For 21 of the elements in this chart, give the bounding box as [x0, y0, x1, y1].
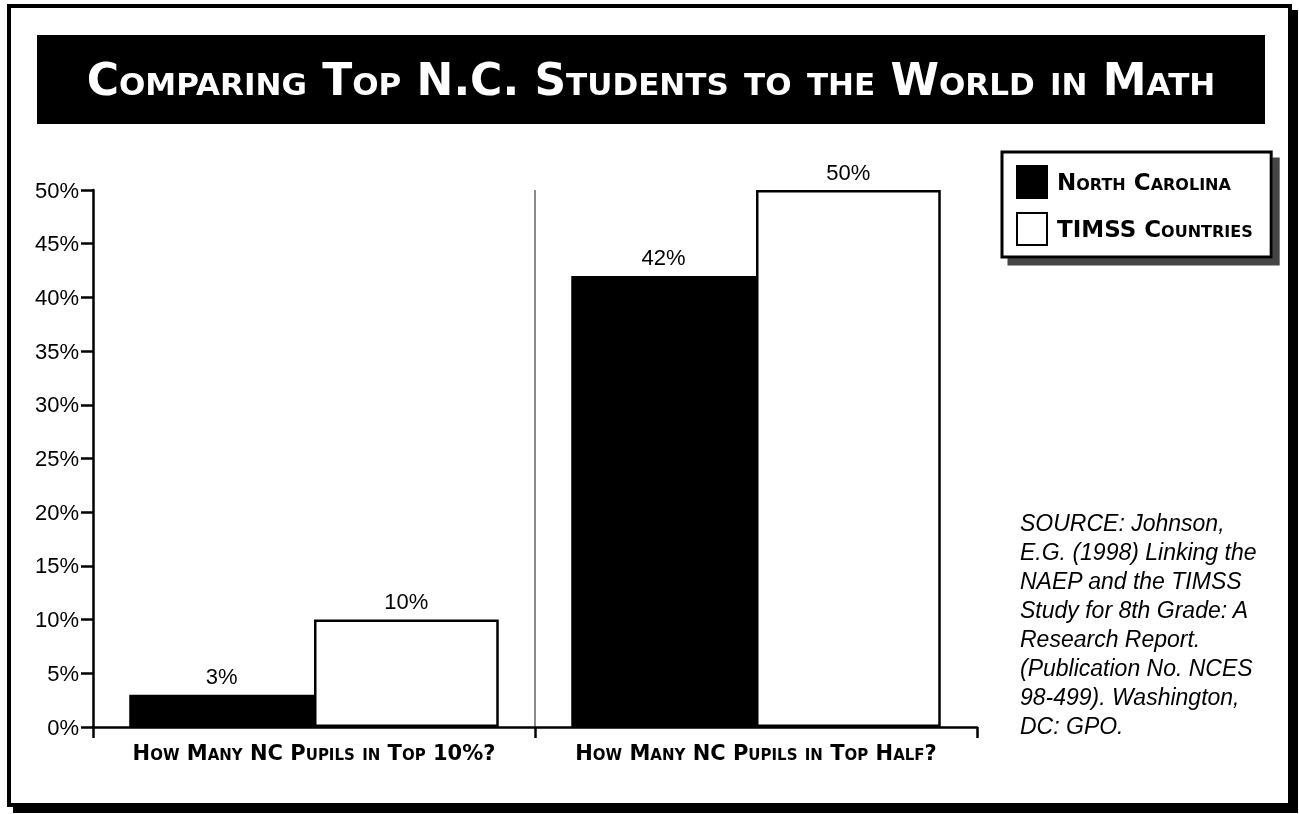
- y-tick-label: 45%: [34, 231, 79, 257]
- y-tick-label: 20%: [34, 499, 79, 525]
- y-tick-label: 40%: [34, 284, 79, 310]
- source-note: SOURCE: Johnson, E.G. (1998) Linking the NAEP and the TIMSS Study for 8th Grade: A Research Report. (Publication No. NCES 98-499). Washington, DC: GPO.: [1020, 509, 1258, 741]
- chart-title: Comparing Top N.C. Students to the World in Math: [86, 53, 1216, 107]
- y-tick-label: 30%: [34, 392, 79, 418]
- data-label: 50%: [826, 159, 871, 185]
- legend-label: North Carolina: [1057, 169, 1232, 195]
- y-tick-label: 10%: [34, 607, 79, 633]
- y-tick-label: 25%: [34, 446, 79, 471]
- y-tick-label: 15%: [34, 553, 79, 579]
- data-label: 3%: [205, 664, 238, 690]
- data-label: 42%: [641, 245, 686, 271]
- y-tick-label: 5%: [47, 660, 79, 686]
- x-tick-label: How Many NC Pupils in Top 10%?: [132, 740, 496, 765]
- legend-label: TIMSS Countries: [1057, 216, 1253, 242]
- y-tick-label: 35%: [34, 338, 79, 364]
- y-tick-label: 50%: [34, 177, 79, 203]
- data-label: 10%: [384, 589, 429, 615]
- y-tick-label: 0%: [47, 714, 79, 740]
- x-tick-label: How Many NC Pupils in Top Half?: [575, 740, 937, 765]
